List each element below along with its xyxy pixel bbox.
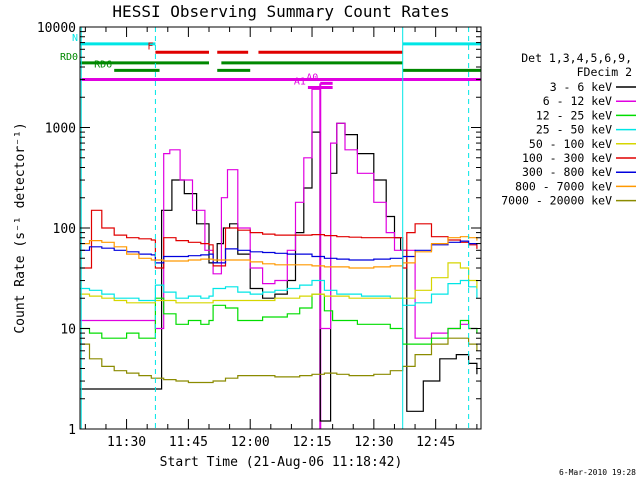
x-tick-label: 12:45 — [416, 435, 455, 450]
legend-label-0: 3 - 6 keV — [550, 80, 612, 94]
y-tick-label: 1000 — [45, 122, 76, 137]
flag-label: RD6 — [94, 59, 112, 70]
legend-label-1: 6 - 12 keV — [543, 94, 612, 108]
x-tick-label: 12:30 — [354, 435, 393, 450]
y-axis-label: Count Rate (s⁻¹ detector⁻¹) — [13, 122, 28, 333]
flag-label: F — [147, 41, 153, 52]
legend-header-line-2: FDecim 2 — [577, 65, 632, 79]
series-line-2 — [80, 293, 478, 345]
flag-label: A0 — [306, 72, 318, 83]
legend-label-8: 7000 - 20000 keV — [501, 194, 612, 208]
markers-layer — [80, 27, 470, 429]
x-tick-label: 11:45 — [169, 435, 208, 450]
y-tick-label: 1 — [68, 423, 76, 438]
legend-label-4: 50 - 100 keV — [529, 137, 612, 151]
footer-date: 6-Mar-2010 19:28 — [559, 468, 636, 477]
legend-label-6: 300 - 800 keV — [522, 165, 612, 179]
y-tick-label: 100 — [53, 222, 76, 237]
flag-label: N — [72, 33, 78, 44]
legend-label-7: 800 - 7000 keV — [515, 179, 612, 193]
series-line-8 — [80, 337, 478, 384]
series-line-5 — [80, 209, 478, 269]
series-layer — [80, 88, 478, 422]
x-tick-label: 12:00 — [231, 435, 270, 450]
series-line-4 — [80, 262, 478, 304]
chart-title: HESSI Observing Summary Count Rates — [112, 2, 449, 21]
y-tick-label: 10 — [60, 323, 76, 338]
x-axis-label: Start Time (21-Aug-06 11:18:42) — [160, 455, 403, 470]
legend-label-5: 100 - 300 keV — [522, 151, 612, 165]
legend-label-3: 25 - 50 keV — [536, 123, 612, 137]
y-ticks: 1 10 100 1000 10000 — [37, 21, 481, 438]
x-ticks: 11:30 11:45 12:00 12:15 12:30 12:45 — [84, 27, 478, 450]
y-tick-label: 10000 — [37, 21, 76, 36]
series-line-7 — [80, 236, 478, 269]
flag-label: RD0 — [60, 52, 78, 63]
series-line-3 — [80, 279, 478, 306]
x-tick-label: 12:15 — [292, 435, 331, 450]
plot-frame — [79, 26, 482, 430]
flags-layer: N F RD0 RD6 A1 A0 — [60, 33, 481, 429]
legend-label-2: 12 - 25 keV — [536, 108, 612, 122]
flag-label: A1 — [294, 77, 306, 88]
x-tick-label: 11:30 — [107, 435, 146, 450]
legend-header-line-1: Det 1,3,4,5,6,9, — [521, 51, 632, 65]
